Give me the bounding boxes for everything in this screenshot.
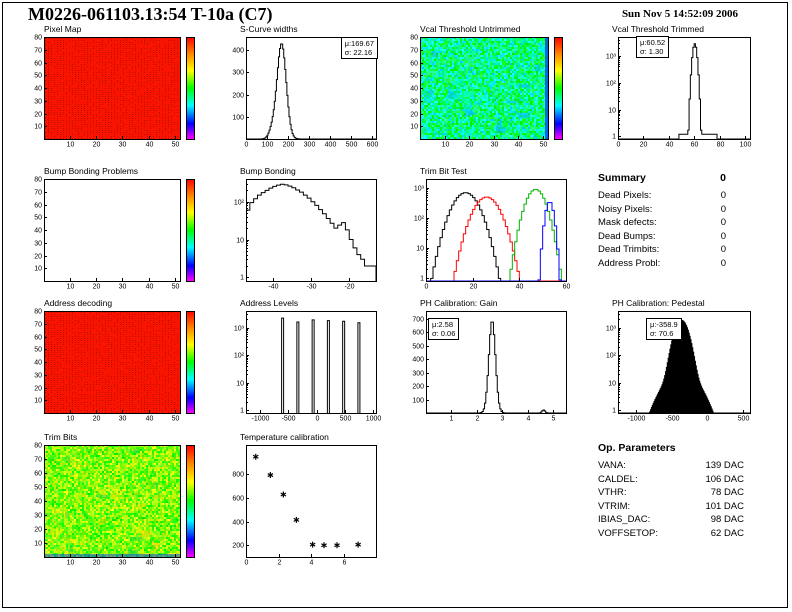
plot-title: Address decoding <box>44 298 113 308</box>
vcal-trimmed-plot: Vcal Threshold Trimmed μ:60.52 σ: 1.30 <box>594 24 758 152</box>
pixel-map-plot: Pixel Map <box>26 24 206 152</box>
plot-title: Pixel Map <box>44 24 82 34</box>
summary-row: Dead Bumps: 0 <box>598 230 726 242</box>
trim-bits-canvas <box>26 442 206 570</box>
stat-mu: μ:2.58 <box>432 320 454 329</box>
temp-calibration-plot: Temperature calibration <box>222 432 384 570</box>
stat-sigma: σ: 22.16 <box>344 48 373 57</box>
plot-title: Vcal Threshold Untrimmed <box>420 24 521 34</box>
op-parameters-panel: Op. Parameters VANA: 139 DAC CALDEL: 106 D… <box>598 442 744 540</box>
summary-heading-value: 0 <box>720 172 726 184</box>
stats-box: μ:60.52 σ: 1.30 <box>636 36 670 58</box>
stats-box: μ:2.58 σ: 0.06 <box>428 318 460 340</box>
summary-row: Noisy Pixels: 0 <box>598 203 726 215</box>
plot-title: Bump Bonding <box>240 166 296 176</box>
address-levels-canvas <box>222 308 384 426</box>
summary-row: Dead Trimbits: 0 <box>598 244 726 255</box>
summary-row: Address Probl: 0 <box>598 257 726 269</box>
scurve-widths-plot: S-Curve widths μ:169.67 σ: 22.16 <box>222 24 384 152</box>
vcal-untrimmed-plot: Vcal Threshold Untrimmed <box>402 24 574 152</box>
plot-title: S-Curve widths <box>240 24 298 34</box>
plot-title: Bump Bonding Problems <box>44 166 139 176</box>
op-parameter-row: CALDEL: 106 DAC <box>598 473 744 485</box>
ph-pedestal-plot: PH Calibration: Pedestal μ:-358.9 σ: 70.… <box>594 298 758 426</box>
address-levels-plot: Address Levels <box>222 298 384 426</box>
bump-bonding-plot: Bump Bonding <box>222 166 384 294</box>
trim-bits-plot: Trim Bits <box>26 432 206 570</box>
summary-row: Mask defects: 0 <box>598 217 726 228</box>
stat-mu: μ:60.52 <box>640 38 666 47</box>
plot-title: PH Calibration: Gain <box>420 298 498 308</box>
stat-sigma: σ: 0.06 <box>432 329 456 338</box>
plot-title: Temperature calibration <box>240 432 329 442</box>
op-parameter-row: VTRIM: 101 DAC <box>598 500 744 512</box>
stats-box: μ:169.67 σ: 22.16 <box>340 37 378 59</box>
ph-gain-plot: PH Calibration: Gain μ:2.58 σ: 0.06 <box>402 298 574 426</box>
address-decoding-canvas <box>26 308 206 426</box>
plot-title: Vcal Threshold Trimmed <box>612 24 704 34</box>
plot-title: Address Levels <box>240 298 299 308</box>
summary-panel: Summary 0 Dead Pixels: 0 Noisy Pixels: 0 M… <box>598 172 726 270</box>
stat-mu: μ:169.67 <box>344 39 374 48</box>
vcal-untrimmed-canvas <box>402 34 574 152</box>
trim-bit-test-canvas <box>402 176 574 294</box>
op-parameter-row: IBIAS_DAC: 98 DAC <box>598 514 744 525</box>
bump-bonding-canvas <box>222 176 384 294</box>
summary-heading: Summary 0 <box>598 172 726 184</box>
op-parameter-row: VANA: 139 DAC <box>598 460 744 471</box>
summary-row: Dead Pixels: 0 <box>598 190 726 201</box>
stat-sigma: σ: 70.6 <box>650 329 674 338</box>
plot-title: Trim Bits <box>44 432 78 442</box>
timestamp: Sun Nov 5 14:52:09 2006 <box>621 8 739 20</box>
summary-heading-label: Summary <box>598 172 646 184</box>
plot-title: PH Calibration: Pedestal <box>612 298 705 308</box>
bump-problems-canvas <box>26 176 206 294</box>
plot-title: Trim Bit Test <box>420 166 467 176</box>
address-decoding-plot: Address decoding <box>26 298 206 426</box>
stat-sigma: σ: 1.30 <box>640 47 664 56</box>
temp-calibration-canvas <box>222 442 384 570</box>
page-title: M0226-061103.13:54 T-10a (C7) <box>28 4 273 24</box>
pixel-map-canvas <box>26 34 206 152</box>
stats-box: μ:-358.9 σ: 70.6 <box>646 318 682 340</box>
op-parameter-row: VTHR: 78 DAC <box>598 487 744 498</box>
trim-bit-test-plot: Trim Bit Test <box>402 166 574 294</box>
bump-problems-plot: Bump Bonding Problems <box>26 166 206 294</box>
stat-mu: μ:-358.9 <box>650 320 678 329</box>
op-parameter-row: VOFFSETOP: 62 DAC <box>598 527 744 539</box>
op-parameters-heading: Op. Parameters <box>598 442 676 454</box>
vcal-trimmed-canvas <box>594 34 758 152</box>
